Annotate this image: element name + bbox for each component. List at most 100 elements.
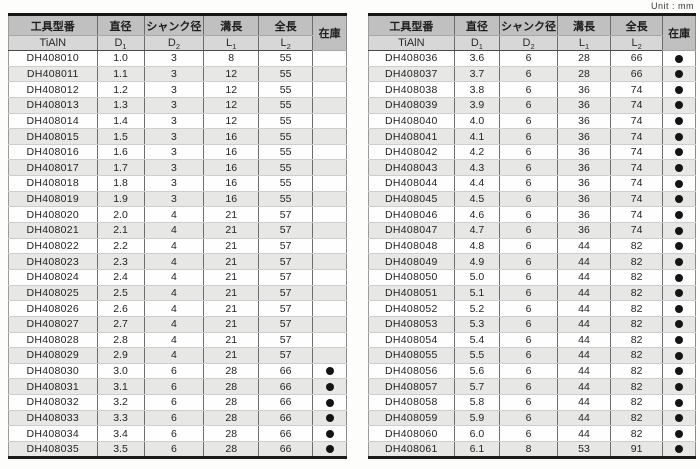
table-row: DH408019 1.9 3 16 55 xyxy=(8,191,347,208)
cell-d1: 5.2 xyxy=(453,300,500,317)
cell-l1: 44 xyxy=(556,410,611,427)
table-row: DH408038 3.8 6 36 74 xyxy=(368,81,696,98)
cell-model: DH408022 xyxy=(8,238,98,255)
cell-d1: 3.0 xyxy=(96,363,145,380)
cell-d1: 2.7 xyxy=(96,316,145,333)
cell-d2: 6 xyxy=(499,206,558,224)
in-stock-dot-icon xyxy=(675,414,684,423)
stock-cell xyxy=(662,191,696,208)
cell-d1: 4.1 xyxy=(453,128,500,145)
cell-d1: 4.7 xyxy=(453,222,500,239)
cell-d1: 2.6 xyxy=(96,300,145,317)
cell-l1: 44 xyxy=(556,300,611,317)
cell-l2: 74 xyxy=(609,128,663,145)
stock-cell xyxy=(312,81,347,98)
cell-d1: 1.1 xyxy=(96,66,145,83)
cell-l2: 66 xyxy=(258,394,313,411)
cell-model: DH408054 xyxy=(368,332,455,349)
cell-l2: 57 xyxy=(258,269,313,286)
table-row: DH408032 3.2 6 28 66 xyxy=(8,394,347,411)
col-header-diameter: 直径 xyxy=(453,14,500,36)
in-stock-dot-icon xyxy=(325,429,334,438)
cell-model: DH408026 xyxy=(8,300,98,317)
cell-d1: 1.3 xyxy=(96,97,145,114)
table-row: DH408033 3.3 6 28 66 xyxy=(8,410,347,427)
stock-cell xyxy=(312,159,347,177)
cell-l2: 55 xyxy=(258,66,313,83)
cell-model: DH408011 xyxy=(8,66,98,83)
cell-model: DH408051 xyxy=(368,285,455,302)
stock-cell xyxy=(312,363,347,380)
stock-cell xyxy=(662,332,696,349)
table-row: DH408047 4.7 6 36 74 xyxy=(368,222,696,239)
table-row: DH408013 1.3 3 12 55 xyxy=(8,97,347,114)
cell-model: DH408012 xyxy=(8,81,98,98)
cell-l2: 66 xyxy=(609,66,663,83)
cell-l2: 57 xyxy=(258,285,313,302)
cell-model: DH408038 xyxy=(368,81,455,98)
cell-d2: 6 xyxy=(143,410,204,427)
cell-d1: 4.5 xyxy=(453,191,500,208)
stock-cell xyxy=(312,191,347,208)
cell-d2: 3 xyxy=(143,81,204,98)
table-row: DH408050 5.0 6 44 82 xyxy=(368,269,696,286)
spec-table-left: 工具型番 直径 シャンク径 溝長 全長 在庫 TiAlN D1 D2 L1 L2… xyxy=(8,13,347,459)
cell-l1: 44 xyxy=(556,332,611,349)
table-row: DH408041 4.1 6 36 74 xyxy=(368,128,696,145)
cell-model: DH408044 xyxy=(368,175,455,192)
cell-d2: 3 xyxy=(143,191,204,208)
stock-cell xyxy=(312,175,347,192)
cell-l2: 55 xyxy=(258,191,313,208)
stock-cell xyxy=(662,222,696,239)
cell-model: DH408049 xyxy=(368,253,455,270)
in-stock-dot-icon xyxy=(675,210,684,219)
in-stock-dot-icon xyxy=(675,336,684,345)
cell-model: DH408041 xyxy=(368,128,455,145)
cell-l2: 82 xyxy=(609,425,663,443)
cell-l1: 28 xyxy=(203,425,259,443)
cell-l1: 44 xyxy=(556,347,611,364)
in-stock-dot-icon xyxy=(675,117,684,126)
cell-l2: 57 xyxy=(258,253,313,270)
cell-l2: 55 xyxy=(258,81,313,98)
table-row: DH408045 4.5 6 36 74 xyxy=(368,191,696,208)
stock-cell xyxy=(662,113,696,130)
cell-l2: 66 xyxy=(258,378,313,396)
cell-d1: 2.2 xyxy=(96,238,145,255)
cell-d1: 6.0 xyxy=(453,425,500,443)
cell-l2: 57 xyxy=(258,206,313,224)
cell-d2: 6 xyxy=(499,316,558,333)
cell-l2: 82 xyxy=(609,253,663,270)
stock-cell xyxy=(312,332,347,349)
in-stock-dot-icon xyxy=(325,382,334,391)
cell-d1: 3.9 xyxy=(453,97,500,114)
cell-d1: 1.8 xyxy=(96,175,145,192)
cell-l1: 36 xyxy=(556,191,611,208)
table-row: DH408056 5.6 6 44 82 xyxy=(368,363,696,380)
cell-l1: 36 xyxy=(556,175,611,192)
cell-l2: 74 xyxy=(609,97,663,114)
cell-l1: 21 xyxy=(203,285,259,302)
cell-l2: 82 xyxy=(609,316,663,333)
cell-l2: 57 xyxy=(258,347,313,364)
in-stock-dot-icon xyxy=(675,132,684,141)
cell-l2: 74 xyxy=(609,206,663,224)
stock-cell xyxy=(312,300,347,317)
cell-d1: 5.5 xyxy=(453,347,500,364)
cell-model: DH408034 xyxy=(8,425,98,443)
cell-d1: 5.3 xyxy=(453,316,500,333)
table-row: DH408030 3.0 6 28 66 xyxy=(8,363,347,380)
table-row: DH408051 5.1 6 44 82 xyxy=(368,285,696,302)
spec-table-right: 工具型番 直径 シャンク径 溝長 全長 在庫 TiAlN D1 D2 L1 L2… xyxy=(368,13,696,459)
cell-d2: 8 xyxy=(499,441,558,458)
cell-d2: 6 xyxy=(499,191,558,208)
cell-l2: 55 xyxy=(258,113,313,130)
cell-model: DH408043 xyxy=(368,159,455,177)
stock-cell xyxy=(312,222,347,239)
subheader-l2: L2 xyxy=(609,35,663,51)
header-row-sub: TiAlN D1 D2 L1 L2 xyxy=(368,35,696,51)
in-stock-dot-icon xyxy=(675,382,684,391)
cell-l2: 82 xyxy=(609,332,663,349)
table-row: DH408040 4.0 6 36 74 xyxy=(368,113,696,130)
unit-label: Unit : mm xyxy=(650,1,694,11)
